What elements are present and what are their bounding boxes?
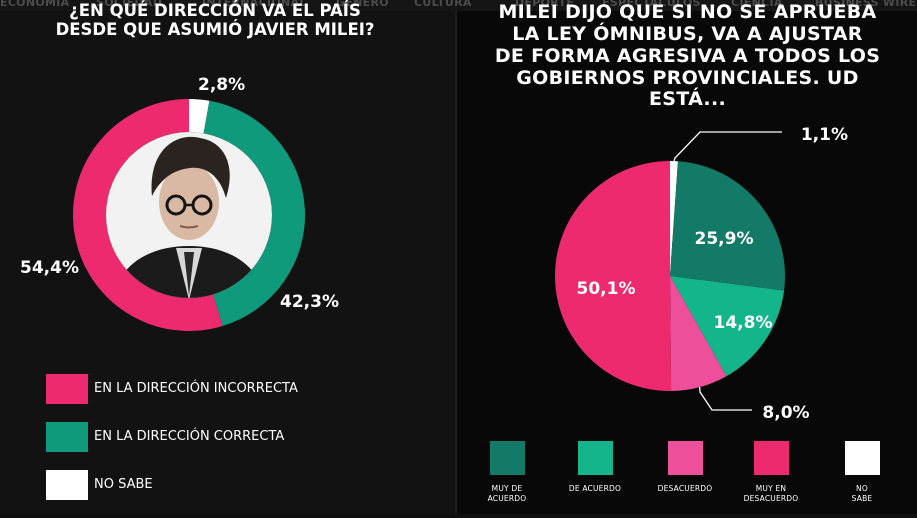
legend-label-muy-en-desacuerdo: MUY EN DESACUERDO (743, 484, 799, 503)
donut-slice-en-la-direccion-correcta (203, 100, 306, 327)
pie-data-label-muy-de-acuerdo: 25,9% (695, 229, 754, 249)
legend-label-desacuerdo: DESACUERDO (657, 484, 713, 493)
top-navigation-bar: ECONOMÍA SOCIEDAD INTERNACIONAL GÉNERO C… (0, 0, 917, 11)
pie-slice-no-sabe (670, 161, 678, 276)
pie-slice-muy-de-acuerdo (670, 161, 785, 291)
donut-data-label-no-sabe: 2,8% (198, 75, 245, 95)
panel-divider (455, 11, 457, 514)
legend-swatch-muy-en-desacuerdo (753, 441, 789, 475)
legend-swatch-correcta (46, 422, 88, 452)
donut-data-label-en-la-direccion-incorrecta: 54,4% (20, 258, 79, 278)
leader-line-no-sabe (673, 131, 782, 162)
right-chart-title: MILEI DIJO QUE SI NO SE APRUEBA LA LEY Ó… (490, 1, 885, 111)
pie-slice-de-acuerdo (670, 276, 785, 377)
legend-label-no-sabe-right: NO SABE (851, 484, 873, 503)
legend-label-incorrecta: EN LA DIRECCIÓN INCORRECTA (94, 381, 298, 396)
nav-item-economia[interactable]: ECONOMÍA (0, 0, 70, 9)
right-title-line-3: DE FORMA AGRESIVA A TODOS LOS (494, 44, 881, 67)
right-title-line-2: LA LEY ÓMNIBUS, VA A AJUSTAR (512, 22, 863, 45)
right-title-line-4: GOBIERNOS PROVINCIALES. UD ESTÁ... (516, 66, 859, 111)
right-title-line-1: MILEI DIJO QUE SI NO SE APRUEBA (498, 1, 877, 23)
nav-item-business-wire[interactable]: BUSINESS WIRE (815, 0, 917, 9)
pie-data-label-de-acuerdo: 14,8% (714, 313, 773, 333)
legend-label-no-sabe: NO SABE (94, 477, 153, 492)
legend-swatch-muy-de-acuerdo (489, 441, 525, 475)
legend-label-muy-de-acuerdo: MUY DE ACUERDO (487, 484, 527, 503)
nav-item-genero[interactable]: GÉNERO (336, 0, 389, 9)
donut-chart (72, 99, 306, 332)
pie-data-label-desacuerdo: 8,0% (762, 403, 809, 423)
legend-swatch-de-acuerdo (577, 441, 613, 475)
pie-slice-muy-en-desacuerdo (554, 160, 672, 392)
leader-line-desacuerdo (699, 387, 752, 411)
donut-slice-no-sabe (189, 99, 210, 134)
legend-label-de-acuerdo: DE ACUERDO (568, 484, 622, 493)
pie-data-label-no-sabe: 1,1% (801, 125, 848, 145)
legend-item-muy-en-desacuerdo: MUY EN DESACUERDO (732, 441, 810, 504)
nav-item-ciencia[interactable]: CIENCIA (731, 0, 783, 9)
donut-data-label-en-la-direccion-correcta: 42,3% (280, 292, 339, 312)
legend-item-muy-de-acuerdo: MUY DE ACUERDO (468, 441, 546, 504)
legend-label-correcta: EN LA DIRECCIÓN CORRECTA (94, 429, 285, 444)
left-title-line-1: ¿EN QUÉ DIRECCIÓN VA EL PAÍS (69, 1, 361, 20)
nav-item-espectaculos[interactable]: ESPECTÁCULOS (602, 0, 701, 9)
left-title-line-2: DESDE QUE ASUMIÓ JAVIER MILEI? (55, 19, 375, 39)
right-legend: MUY DE ACUERDO DE ACUERDO DESACUERDO MUY … (478, 441, 898, 511)
pie-data-label-muy-en-desacuerdo: 50,1% (577, 279, 636, 299)
pie-slice-desacuerdo (670, 276, 727, 391)
legend-item-no-sabe-right: NO SABE (823, 441, 901, 504)
pie-chart (554, 160, 785, 392)
legend-item-de-acuerdo: DE ACUERDO (556, 441, 634, 494)
legend-swatch-incorrecta (46, 374, 88, 404)
donut-slice-en-la-direccion-incorrecta (72, 99, 223, 332)
legend-swatch-no-sabe-right (844, 441, 880, 475)
person-portrait-icon (106, 132, 272, 298)
nav-item-sociedad[interactable]: SOCIEDAD (96, 0, 163, 9)
legend-item-desacuerdo: DESACUERDO (646, 441, 724, 494)
legend-swatch-no-sabe (46, 470, 88, 500)
legend-swatch-desacuerdo (667, 441, 703, 475)
nav-item-deporte[interactable]: DEPORTE (515, 0, 575, 9)
left-chart-title: ¿EN QUÉ DIRECCIÓN VA EL PAÍS DESDE QUE A… (10, 1, 420, 40)
nav-item-internacional[interactable]: INTERNACIONAL (202, 0, 307, 9)
nav-item-cultura[interactable]: CULTURA (414, 0, 472, 9)
